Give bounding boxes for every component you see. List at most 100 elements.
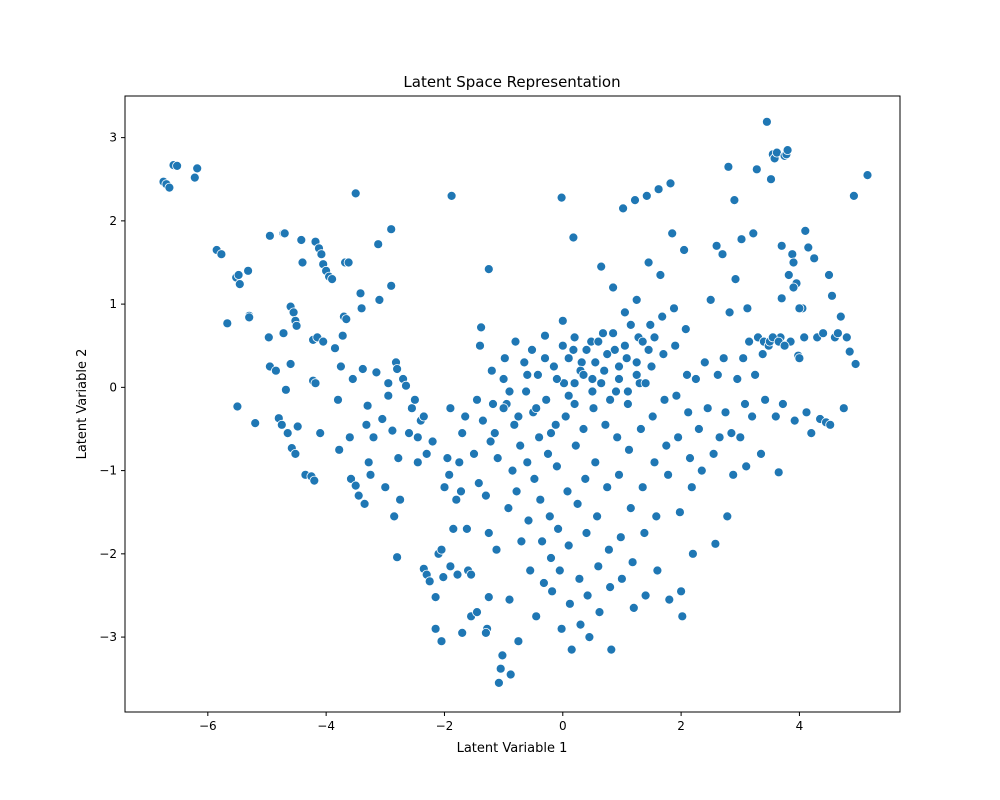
data-point bbox=[738, 353, 749, 364]
data-point bbox=[574, 573, 585, 584]
data-point bbox=[568, 232, 579, 243]
data-point bbox=[454, 457, 465, 468]
data-point bbox=[356, 303, 367, 314]
data-point bbox=[560, 411, 571, 422]
data-point bbox=[569, 332, 580, 343]
data-point bbox=[789, 415, 800, 426]
data-point bbox=[652, 565, 663, 576]
data-point bbox=[469, 448, 479, 459]
data-point bbox=[387, 425, 398, 436]
data-point bbox=[483, 264, 494, 275]
data-point bbox=[457, 428, 468, 439]
data-point bbox=[620, 340, 630, 351]
data-point bbox=[523, 515, 534, 526]
data-point bbox=[722, 511, 733, 522]
data-point bbox=[395, 494, 406, 505]
x-tick-label: 0 bbox=[559, 719, 567, 733]
data-point bbox=[493, 678, 504, 688]
data-point bbox=[757, 349, 768, 360]
data-point bbox=[714, 432, 725, 443]
data-point bbox=[386, 280, 397, 291]
data-point bbox=[446, 190, 457, 201]
data-point bbox=[543, 448, 553, 459]
data-point bbox=[436, 636, 447, 647]
data-point bbox=[341, 314, 352, 325]
data-point bbox=[685, 453, 695, 464]
data-point bbox=[744, 336, 754, 347]
data-point bbox=[534, 432, 544, 443]
data-point bbox=[563, 353, 574, 364]
data-point bbox=[466, 569, 477, 580]
data-point bbox=[788, 282, 799, 293]
data-point bbox=[641, 190, 652, 201]
data-point bbox=[495, 663, 506, 674]
data-point bbox=[172, 160, 183, 171]
data-point bbox=[315, 428, 326, 439]
data-point bbox=[276, 419, 287, 430]
data-point bbox=[519, 357, 530, 368]
data-point bbox=[659, 394, 670, 405]
data-point bbox=[297, 257, 308, 268]
data-point bbox=[569, 378, 580, 389]
data-point bbox=[347, 374, 358, 384]
data-point bbox=[452, 569, 463, 580]
data-point bbox=[531, 611, 542, 622]
data-point bbox=[818, 328, 828, 339]
data-point bbox=[448, 524, 459, 534]
data-point bbox=[667, 228, 678, 239]
data-point bbox=[773, 467, 784, 478]
data-point bbox=[549, 361, 559, 372]
data-point bbox=[359, 498, 370, 509]
data-point bbox=[539, 578, 549, 588]
data-point bbox=[409, 394, 420, 405]
data-point bbox=[330, 343, 340, 354]
data-point bbox=[310, 378, 321, 389]
data-point bbox=[850, 359, 861, 369]
data-point bbox=[291, 320, 302, 331]
data-point bbox=[290, 448, 301, 459]
data-point bbox=[488, 399, 498, 409]
data-point bbox=[497, 650, 508, 661]
data-point bbox=[392, 364, 403, 374]
data-point bbox=[421, 448, 432, 459]
data-point bbox=[442, 453, 453, 464]
data-point bbox=[849, 190, 859, 201]
data-point bbox=[430, 623, 441, 634]
data-point bbox=[436, 544, 447, 555]
data-point bbox=[609, 344, 620, 355]
data-point bbox=[309, 475, 320, 486]
data-point bbox=[625, 319, 636, 330]
data-point bbox=[756, 448, 766, 459]
data-point bbox=[645, 319, 656, 330]
data-point bbox=[383, 390, 394, 401]
data-point bbox=[563, 540, 574, 551]
data-point bbox=[835, 311, 846, 322]
data-point bbox=[596, 378, 607, 389]
data-point bbox=[445, 403, 456, 414]
data-point bbox=[550, 419, 561, 430]
data-point bbox=[498, 403, 509, 414]
data-point bbox=[671, 390, 682, 401]
y-axis: −3 −2 −1 0 1 2 3 bbox=[99, 131, 125, 644]
data-point bbox=[473, 478, 484, 489]
data-point bbox=[825, 419, 836, 430]
data-point bbox=[412, 457, 423, 468]
data-point bbox=[862, 170, 873, 181]
data-point bbox=[669, 303, 679, 314]
data-point bbox=[553, 524, 563, 534]
data-point bbox=[705, 294, 716, 305]
data-point bbox=[404, 428, 414, 439]
data-point bbox=[343, 257, 354, 268]
data-point bbox=[491, 544, 502, 555]
data-point bbox=[280, 384, 291, 395]
data-point bbox=[606, 644, 617, 655]
data-point bbox=[729, 195, 740, 206]
data-point bbox=[572, 498, 583, 509]
plot-area-frame bbox=[124, 95, 901, 713]
data-point bbox=[649, 332, 660, 343]
data-point bbox=[587, 374, 598, 384]
data-point bbox=[576, 357, 587, 368]
data-point bbox=[710, 538, 721, 549]
data-point bbox=[504, 594, 515, 605]
data-point bbox=[439, 482, 450, 493]
